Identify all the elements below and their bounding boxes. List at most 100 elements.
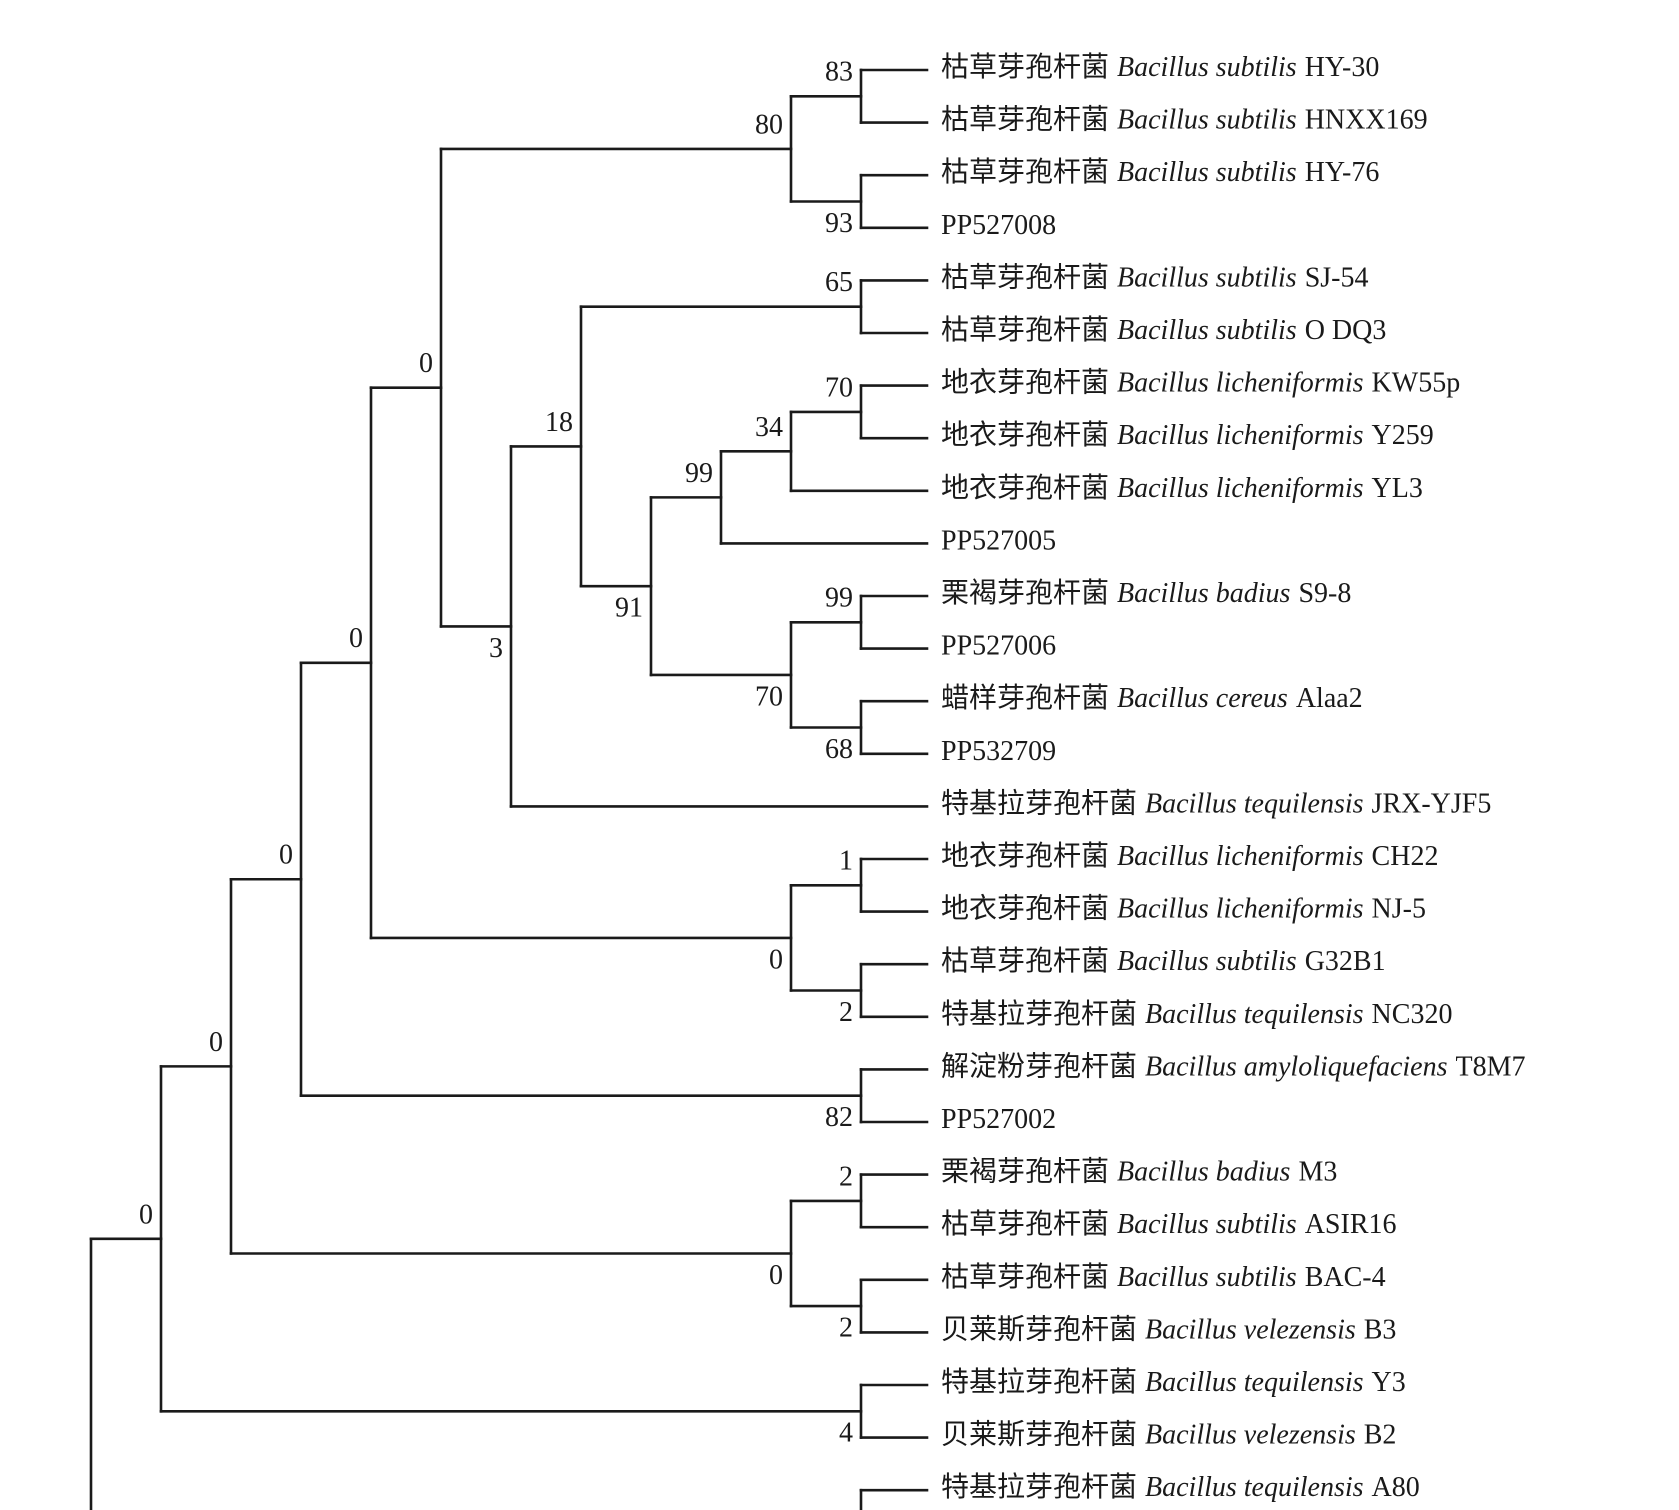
leaf-cn: 蜡样芽孢杆菌 (941, 683, 1109, 715)
bootstrap-value: 91 (615, 593, 643, 624)
leaf-label: PP527006 (941, 631, 1056, 662)
leaf-strain: YL3 (1372, 473, 1423, 504)
bootstrap-value: 2 (839, 1161, 853, 1192)
bootstrap-value: 2 (839, 1313, 853, 1344)
leaf-cn: 地衣芽孢杆菌 (941, 472, 1109, 504)
leaf-label: 枯草芽孢杆菌 Bacillus subtilis O DQ3 (941, 314, 1386, 346)
bootstrap-value: 2 (839, 997, 853, 1028)
leaf-cn: 特基拉芽孢杆菌 (941, 1472, 1137, 1504)
leaf-label: 解淀粉芽孢杆菌 Bacillus amyloliquefaciens T8M7 (941, 1051, 1526, 1083)
bootstrap-value: 83 (825, 57, 853, 88)
leaf-strain: HY-30 (1305, 52, 1380, 83)
bootstrap-value: 65 (825, 267, 853, 298)
leaf-latin: Bacillus licheniformis (1117, 894, 1364, 925)
leaf-latin: Bacillus subtilis (1117, 263, 1297, 294)
bootstrap-value: 1 (839, 846, 853, 877)
leaf-cn: 枯草芽孢杆菌 (941, 51, 1109, 83)
bootstrap-value: 0 (139, 1199, 153, 1230)
leaf-latin: Bacillus tequilensis (1145, 999, 1364, 1030)
leaf-cn: 地衣芽孢杆菌 (941, 420, 1109, 452)
bootstrap-value: 34 (755, 412, 783, 443)
leaf-latin: Bacillus licheniformis (1117, 841, 1364, 872)
leaf-label: PP527002 (941, 1104, 1056, 1135)
bootstrap-value: 18 (545, 407, 573, 438)
bootstrap-value: 0 (769, 1260, 783, 1291)
bootstrap-value: 0 (419, 348, 433, 379)
leaf-label: 地衣芽孢杆菌 Bacillus licheniformis NJ-5 (941, 893, 1426, 925)
leaf-cn: 贝莱斯芽孢杆菌 (941, 1419, 1137, 1451)
leaf-strain: HY-76 (1305, 158, 1380, 189)
leaf-label: 地衣芽孢杆菌 Bacillus licheniformis CH22 (941, 840, 1438, 872)
leaf-latin: Bacillus subtilis (1117, 105, 1297, 136)
leaf-label: 特基拉芽孢杆菌 Bacillus tequilensis A80 (941, 1472, 1420, 1504)
leaf-label: 特基拉芽孢杆菌 Bacillus tequilensis JRX-YJF5 (941, 788, 1491, 820)
leaf-cn: 特基拉芽孢杆菌 (941, 1366, 1137, 1398)
leaf-strain: HNXX169 (1305, 105, 1428, 136)
bootstrap-value: 93 (825, 208, 853, 239)
leaf-cn: 枯草芽孢杆菌 (941, 314, 1109, 346)
leaf-latin: Bacillus licheniformis (1117, 368, 1364, 399)
bootstrap-value: 82 (825, 1102, 853, 1133)
leaf-strain: NJ-5 (1372, 894, 1426, 925)
leaf-label: PP527008 (941, 210, 1056, 241)
leaf-strain: ASIR16 (1305, 1210, 1397, 1241)
leaf-latin: Bacillus tequilensis (1145, 1367, 1364, 1398)
leaf-label: 地衣芽孢杆菌 Bacillus licheniformis Y259 (941, 420, 1434, 452)
leaf-strain: NC320 (1372, 999, 1453, 1030)
leaf-id: PP532709 (941, 736, 1056, 767)
leaf-latin: Bacillus subtilis (1117, 1262, 1297, 1293)
leaf-label: PP532709 (941, 736, 1056, 767)
leaf-latin: Bacillus tequilensis (1145, 1473, 1364, 1504)
leaf-strain: M3 (1298, 1157, 1337, 1188)
leaf-latin: Bacillus velezensis (1145, 1315, 1356, 1346)
leaf-label: 地衣芽孢杆菌 Bacillus licheniformis KW55p (941, 367, 1460, 399)
leaf-strain: B3 (1364, 1315, 1397, 1346)
leaf-id: PP527002 (941, 1104, 1056, 1135)
leaf-strain: JRX-YJF5 (1372, 789, 1492, 820)
leaf-id: PP527006 (941, 631, 1056, 662)
leaf-cn: 地衣芽孢杆菌 (941, 840, 1109, 872)
leaf-strain: CH22 (1372, 841, 1439, 872)
leaf-strain: Alaa2 (1296, 684, 1363, 715)
leaf-latin: Bacillus velezensis (1145, 1420, 1356, 1451)
leaf-strain: B2 (1364, 1420, 1397, 1451)
bootstrap-value: 0 (349, 623, 363, 654)
leaf-cn: 特基拉芽孢杆菌 (941, 998, 1137, 1030)
leaf-label: 特基拉芽孢杆菌 Bacillus tequilensis NC320 (941, 998, 1452, 1030)
leaf-label: 贝莱斯芽孢杆菌 Bacillus velezensis B3 (941, 1314, 1396, 1346)
bootstrap-value: 4 (839, 1418, 853, 1449)
leaf-latin: Bacillus licheniformis (1117, 473, 1364, 504)
bootstrap-value: 0 (279, 840, 293, 871)
leaf-cn: 特基拉芽孢杆菌 (941, 788, 1137, 820)
leaf-latin: Bacillus licheniformis (1117, 421, 1364, 452)
leaf-label: 栗褐芽孢杆菌 Bacillus badius S9-8 (941, 577, 1351, 609)
leaf-label: 贝莱斯芽孢杆菌 Bacillus velezensis B2 (941, 1419, 1396, 1451)
leaf-id: PP527008 (941, 210, 1056, 241)
bootstrap-value: 68 (825, 734, 853, 765)
bootstrap-value: 70 (755, 681, 783, 712)
leaf-strain: O DQ3 (1305, 315, 1387, 346)
leaf-strain: KW55p (1372, 368, 1461, 399)
leaf-label: PP527005 (941, 526, 1056, 557)
leaf-cn: 地衣芽孢杆菌 (941, 367, 1109, 399)
leaf-strain: A80 (1372, 1473, 1420, 1504)
leaf-latin: Bacillus subtilis (1117, 52, 1297, 83)
leaf-cn: 枯草芽孢杆菌 (941, 262, 1109, 294)
leaf-label: 枯草芽孢杆菌 Bacillus subtilis HY-76 (941, 157, 1379, 189)
leaf-label: 枯草芽孢杆菌 Bacillus subtilis HY-30 (941, 51, 1379, 83)
leaf-cn: 枯草芽孢杆菌 (941, 104, 1109, 136)
leaf-cn: 枯草芽孢杆菌 (941, 946, 1109, 978)
leaf-latin: Bacillus badius (1117, 1157, 1291, 1188)
leaf-latin: Bacillus cereus (1117, 684, 1288, 715)
leaf-label: 枯草芽孢杆菌 Bacillus subtilis ASIR16 (941, 1209, 1397, 1241)
leaf-cn: 解淀粉芽孢杆菌 (941, 1051, 1137, 1083)
leaf-latin: Bacillus badius (1117, 578, 1291, 609)
leaf-cn: 枯草芽孢杆菌 (941, 1209, 1109, 1241)
leaf-label: 地衣芽孢杆菌 Bacillus licheniformis YL3 (941, 472, 1423, 504)
leaf-id: PP527005 (941, 526, 1056, 557)
bootstrap-value: 3 (489, 633, 503, 664)
leaf-label: 枯草芽孢杆菌 Bacillus subtilis G32B1 (941, 946, 1386, 978)
leaf-label: 栗褐芽孢杆菌 Bacillus badius M3 (941, 1156, 1337, 1188)
